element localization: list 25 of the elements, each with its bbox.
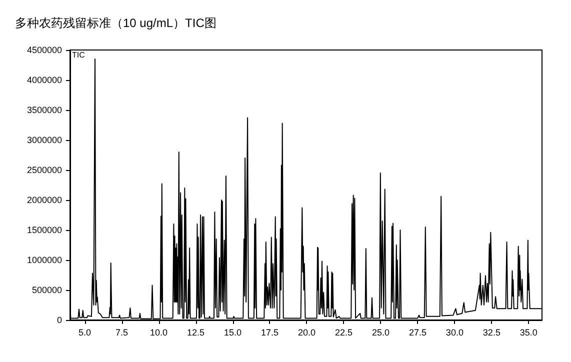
y-tick-label: 3500000 <box>26 105 62 115</box>
x-tick-label: 12.5 <box>187 328 205 338</box>
x-tick-label: 7.5 <box>116 328 128 338</box>
y-tick-label: 500000 <box>32 285 62 295</box>
x-tick-label: 25.0 <box>372 328 390 338</box>
y-tick-label: 1000000 <box>26 255 62 265</box>
chart-title: 多种农药残留标准（10 ug/mL）TIC图 <box>15 16 216 30</box>
y-tick-label: 2500000 <box>26 165 62 175</box>
x-tick-label: 20.0 <box>298 328 316 338</box>
y-tick-label: 4000000 <box>26 75 62 85</box>
x-tick-label: 22.5 <box>334 328 352 338</box>
y-tick-label: 0 <box>56 315 62 325</box>
x-tick-label: 32.5 <box>482 328 500 338</box>
x-tick-label: 5.0 <box>78 328 92 338</box>
y-tick-label: 4500000 <box>26 45 62 55</box>
x-tick-label: 10.0 <box>150 328 168 338</box>
y-tick-label: 3000000 <box>26 135 62 145</box>
x-tick-label: 17.5 <box>260 328 279 338</box>
y-tick-label: 1500000 <box>26 225 62 235</box>
annotation: TIC <box>72 50 86 60</box>
y-tick-label: 2000000 <box>26 195 62 205</box>
x-tick-label: 15.0 <box>224 328 242 338</box>
x-tick-label: 35.0 <box>520 328 538 338</box>
x-tick-label: 30.0 <box>446 328 464 338</box>
x-tick-label: 27.5 <box>408 328 426 338</box>
